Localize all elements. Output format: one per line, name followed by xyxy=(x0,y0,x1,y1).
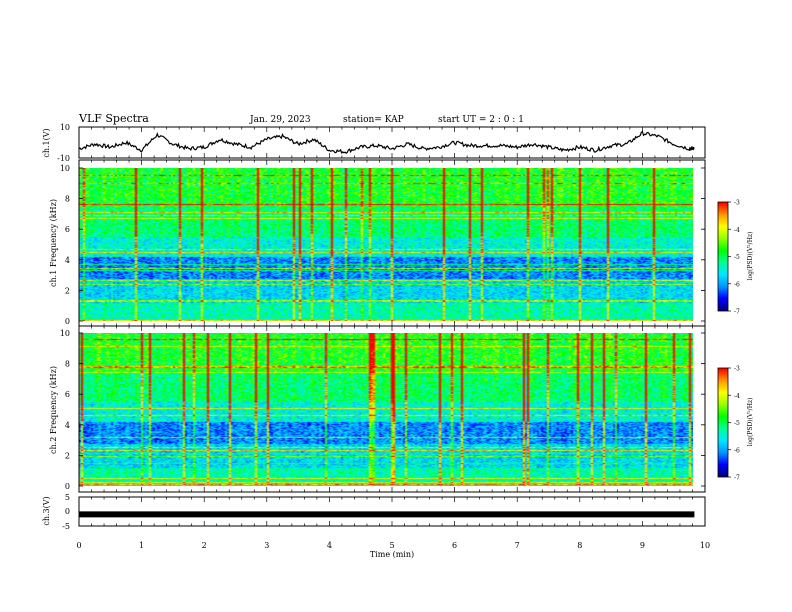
ch2-freq-ytick-label: 10 xyxy=(60,329,70,338)
ch2-freq-ytick-label: 2 xyxy=(65,451,70,460)
ch1-colorbar-tick-label: -7 xyxy=(734,309,740,316)
ch1-colorbar-tick-label: -5 xyxy=(734,254,740,261)
ch1-frequency-axis-label: ch.1 Frequency (kHz) xyxy=(49,199,58,287)
ch3-voltage-axis-label: ch.3(V) xyxy=(42,496,51,525)
ch3-ytick-bottom: -5 xyxy=(62,522,70,531)
x-tick-label: 8 xyxy=(577,541,582,550)
ch1-ytick-bottom: -10 xyxy=(57,154,70,163)
ch2-colorbar-label: log(PSD)(V²/Hz) xyxy=(747,398,754,447)
ch1-freq-ytick-label: 4 xyxy=(65,256,70,265)
x-tick-label: 1 xyxy=(139,541,144,550)
ch2-spectrogram-panel: ch.2 Frequency (kHz) xyxy=(49,325,706,493)
ch2-freq-ytick-label: 0 xyxy=(65,482,70,491)
ch2-colorbar-tick-label: -4 xyxy=(734,393,740,400)
x-tick-label: 9 xyxy=(640,541,645,550)
ch3-ytick-middle: 0 xyxy=(65,507,70,516)
date-label: Jan. 29, 2023 xyxy=(249,115,311,125)
ch2-freq-ytick-label: 8 xyxy=(65,360,70,369)
ch2-freq-ytick-label: 4 xyxy=(65,421,70,430)
ch1-colorbar-label: log(PSD)(V²/Hz) xyxy=(747,232,754,281)
ch2-colorbar-tick-label: -5 xyxy=(734,420,740,427)
figure-title: VLF Spectra xyxy=(78,112,149,125)
ch1-freq-ytick-label: 0 xyxy=(65,317,70,326)
ch1-freq-ytick-label: 2 xyxy=(65,286,70,295)
ch1-freq-ytick-label: 6 xyxy=(65,225,70,234)
x-tick-label: 4 xyxy=(327,541,332,550)
x-tick-label: 2 xyxy=(202,541,207,550)
ch1-voltage-axis-label: ch.1(V) xyxy=(42,128,51,157)
ch1-colorbar-tick-label: -4 xyxy=(734,227,740,234)
x-tick-label: 10 xyxy=(700,541,710,550)
ch2-colorbar-tick-label: -3 xyxy=(734,366,740,373)
ch1-freq-ytick-label: 8 xyxy=(65,195,70,204)
ch1-colorbar-gradient xyxy=(718,202,728,311)
ch1-colorbar-tick-label: -6 xyxy=(734,281,740,288)
ch2-colorbar-tick-label: -6 xyxy=(734,447,740,454)
x-tick-label: 7 xyxy=(515,541,520,550)
ch3-ytick-top: 5 xyxy=(65,493,70,502)
ch1-spectrogram-panel: ch.1 Frequency (kHz) xyxy=(49,159,706,327)
ch1-freq-ytick-label: 10 xyxy=(60,164,70,173)
start-time-label: start UT = 2 : 0 : 1 xyxy=(438,115,524,125)
x-axis-label: Time (min) xyxy=(370,550,414,559)
ch1-waveform-line xyxy=(78,130,695,154)
ch1-spectrogram-image xyxy=(79,168,693,321)
ch2-frequency-axis-label: ch.2 Frequency (kHz) xyxy=(49,366,58,454)
ch1-colorbar-tick-label: -3 xyxy=(734,200,740,207)
ch2-colorbar-gradient xyxy=(718,368,728,477)
station-label: station= KAP xyxy=(343,115,404,125)
ch2-freq-ytick-label: 6 xyxy=(65,390,70,399)
x-tick-label: 5 xyxy=(389,541,394,550)
x-tick-label: 0 xyxy=(76,541,81,550)
x-tick-label: 3 xyxy=(264,541,269,550)
ch2-colorbar-tick-label: -7 xyxy=(734,475,740,482)
x-tick-label: 6 xyxy=(452,541,457,550)
ch1-ytick-top: 10 xyxy=(60,123,70,132)
ch2-spectrogram-image xyxy=(79,333,693,486)
